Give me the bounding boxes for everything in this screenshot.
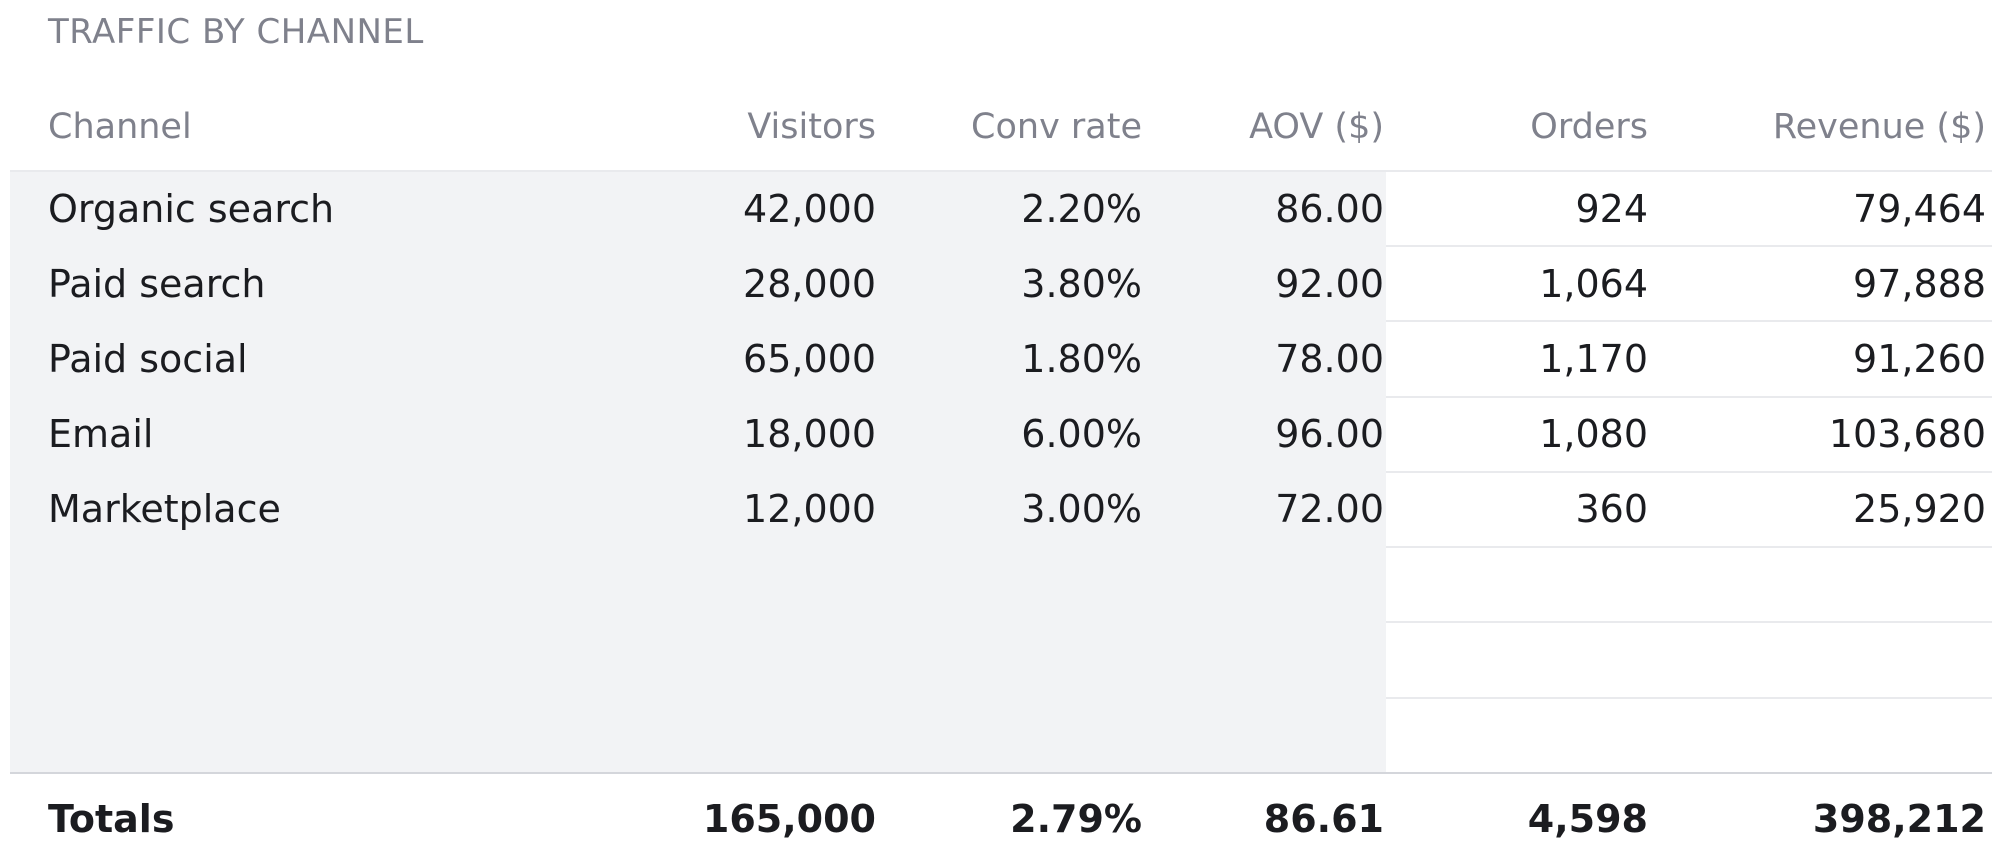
- cell-aov: 96.00: [1275, 412, 1384, 456]
- column-header-conv-rate: Conv rate: [971, 107, 1142, 147]
- column-header-aov: AOV ($): [1249, 107, 1384, 147]
- cell-orders: 1,064: [1539, 262, 1648, 306]
- table-row: Organic search 42,000 2.20% 86.00 924 79…: [0, 172, 2000, 247]
- cell-channel: Paid social: [48, 337, 248, 381]
- cell-channel: Organic search: [48, 187, 335, 231]
- total-conv-rate: 2.79%: [1010, 797, 1142, 841]
- totals-label: Totals: [48, 797, 175, 841]
- cell-revenue: 25,920: [1853, 487, 1986, 531]
- cell-visitors: 28,000: [743, 262, 876, 306]
- cell-channel: Email: [48, 412, 154, 456]
- table-row: Marketplace 12,000 3.00% 72.00 360 25,92…: [0, 472, 2000, 547]
- cell-revenue: 103,680: [1828, 412, 1986, 456]
- cell-channel: Marketplace: [48, 487, 281, 531]
- cell-conv-rate: 6.00%: [1021, 412, 1142, 456]
- cell-revenue: 97,888: [1853, 262, 1986, 306]
- cell-orders: 360: [1575, 487, 1648, 531]
- cell-aov: 92.00: [1275, 262, 1384, 306]
- cell-visitors: 65,000: [743, 337, 876, 381]
- row-divider: [1386, 697, 1992, 699]
- totals-divider: [10, 772, 1992, 774]
- totals-row: Totals 165,000 2.79% 86.61 4,598 398,212: [0, 782, 2000, 857]
- table-title: TRAFFIC BY CHANNEL: [48, 12, 424, 52]
- table-header-row: Channel Visitors Conv rate AOV ($) Order…: [0, 90, 2000, 165]
- cell-visitors: 42,000: [743, 187, 876, 231]
- column-header-channel: Channel: [48, 107, 192, 147]
- cell-revenue: 79,464: [1853, 187, 1986, 231]
- cell-revenue: 91,260: [1853, 337, 1986, 381]
- column-header-revenue: Revenue ($): [1772, 107, 1986, 147]
- table-row: Paid social 65,000 1.80% 78.00 1,170 91,…: [0, 322, 2000, 397]
- total-revenue: 398,212: [1812, 797, 1986, 841]
- cell-orders: 1,170: [1539, 337, 1648, 381]
- cell-conv-rate: 1.80%: [1021, 337, 1142, 381]
- row-divider: [1386, 320, 1992, 322]
- row-divider: [1386, 471, 1992, 473]
- column-header-visitors: Visitors: [747, 107, 876, 147]
- row-divider: [1386, 396, 1992, 398]
- total-visitors: 165,000: [702, 797, 876, 841]
- cell-conv-rate: 2.20%: [1021, 187, 1142, 231]
- cell-orders: 1,080: [1539, 412, 1648, 456]
- total-orders: 4,598: [1527, 797, 1648, 841]
- total-aov: 86.61: [1263, 797, 1384, 841]
- cell-aov: 72.00: [1275, 487, 1384, 531]
- cell-channel: Paid search: [48, 262, 266, 306]
- cell-aov: 78.00: [1275, 337, 1384, 381]
- header-divider: [10, 170, 1992, 172]
- input-columns-highlight: [10, 170, 1386, 773]
- cell-orders: 924: [1575, 187, 1648, 231]
- row-divider: [1386, 245, 1992, 247]
- cell-visitors: 18,000: [743, 412, 876, 456]
- cell-visitors: 12,000: [743, 487, 876, 531]
- cell-aov: 86.00: [1275, 187, 1384, 231]
- table-row: Email 18,000 6.00% 96.00 1,080 103,680: [0, 397, 2000, 472]
- row-divider: [1386, 621, 1992, 623]
- cell-conv-rate: 3.80%: [1021, 262, 1142, 306]
- column-header-orders: Orders: [1530, 107, 1648, 147]
- row-divider: [1386, 546, 1992, 548]
- table-row: Paid search 28,000 3.80% 92.00 1,064 97,…: [0, 247, 2000, 322]
- cell-conv-rate: 3.00%: [1021, 487, 1142, 531]
